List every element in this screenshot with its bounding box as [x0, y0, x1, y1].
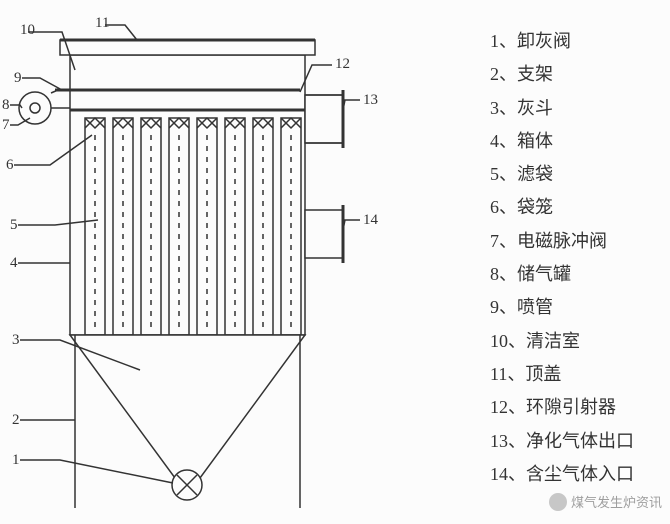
legend-item: 8、储气罐 — [490, 258, 660, 291]
dirty-gas-inlet — [305, 210, 343, 258]
gas-tank — [19, 92, 51, 124]
label-14: 14 — [363, 212, 378, 229]
legend-item: 13、净化气体出口 — [490, 425, 660, 458]
label-11: 11 — [95, 15, 109, 32]
legend-item: 6、袋笼 — [490, 191, 660, 224]
legend-item: 7、电磁脉冲阀 — [490, 225, 660, 258]
label-4: 4 — [10, 255, 18, 272]
label-9: 9 — [14, 70, 22, 87]
label-5: 5 — [10, 217, 18, 234]
lid-rect — [60, 40, 315, 55]
label-3: 3 — [12, 332, 20, 349]
label-2: 2 — [12, 412, 20, 429]
legend-item: 10、清洁室 — [490, 325, 660, 358]
legend-item: 14、含尘气体入口 — [490, 458, 660, 491]
legend-item: 12、环隙引射器 — [490, 391, 660, 424]
legend-item: 9、喷管 — [490, 291, 660, 324]
legend-item: 5、滤袋 — [490, 158, 660, 191]
label-12: 12 — [335, 56, 350, 73]
label-1: 1 — [12, 452, 20, 469]
legend-item: 11、顶盖 — [490, 358, 660, 391]
watermark: 煤气发生炉资讯 — [549, 492, 662, 511]
label-7: 7 — [2, 117, 10, 134]
label-8: 8 — [2, 97, 10, 114]
label-6: 6 — [6, 157, 14, 174]
legend-list: 1、卸灰阀 2、支架 3、灰斗 4、箱体 5、滤袋 6、袋笼 7、电磁脉冲阀 8… — [490, 25, 660, 491]
label-13: 13 — [363, 92, 378, 109]
wechat-icon — [549, 493, 567, 511]
watermark-text: 煤气发生炉资讯 — [571, 492, 662, 511]
clean-gas-outlet — [305, 95, 343, 143]
diagram-area: 10 11 9 8 7 6 5 4 3 2 1 12 13 14 — [0, 0, 450, 519]
legend-item: 1、卸灰阀 — [490, 25, 660, 58]
legend-item: 3、灰斗 — [490, 92, 660, 125]
legend-item: 2、支架 — [490, 58, 660, 91]
dust-collector-svg — [0, 0, 450, 519]
legend-item: 4、箱体 — [490, 125, 660, 158]
label-10: 10 — [20, 22, 35, 39]
